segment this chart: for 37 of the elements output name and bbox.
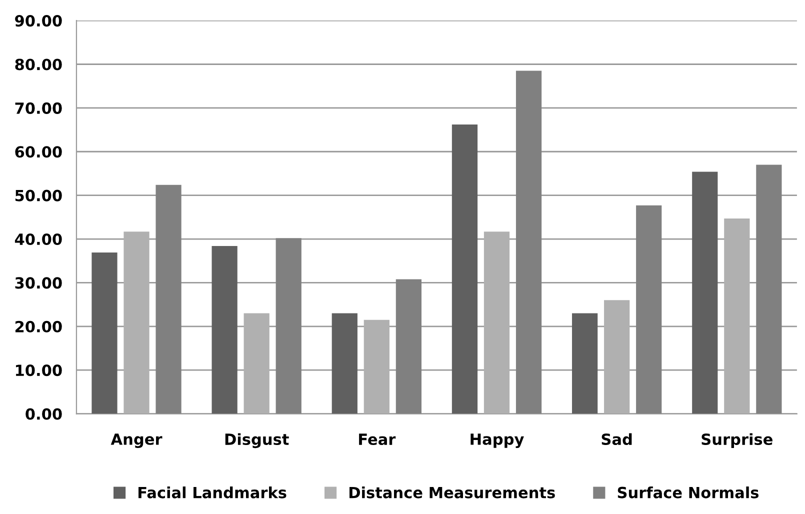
legend-label: Facial Landmarks bbox=[138, 486, 286, 498]
y-tick-label: 80.00 bbox=[15, 58, 62, 70]
y-tick-label: 90.00 bbox=[15, 15, 62, 27]
bar bbox=[212, 246, 238, 414]
bar bbox=[452, 124, 478, 414]
bar bbox=[724, 218, 750, 414]
bar bbox=[692, 172, 718, 414]
legend-label: Distance Measurements bbox=[350, 486, 555, 498]
y-tick-label: 0.00 bbox=[26, 408, 62, 420]
y-tick-label: 30.00 bbox=[15, 277, 62, 289]
bar bbox=[276, 238, 302, 414]
x-tick-label: Sad bbox=[602, 433, 632, 446]
bar bbox=[244, 313, 270, 414]
bar bbox=[484, 232, 510, 414]
x-tick-label: Surprise bbox=[702, 433, 772, 448]
y-tick-label: 50.00 bbox=[15, 190, 62, 202]
x-tick-label: Disgust bbox=[225, 433, 289, 448]
bar bbox=[636, 205, 662, 414]
bar bbox=[92, 252, 118, 414]
x-tick-label: Fear bbox=[359, 434, 396, 446]
bar bbox=[516, 70, 542, 414]
legend-label: Surface Normals bbox=[618, 486, 759, 498]
bar bbox=[396, 279, 422, 414]
y-tick-label: 70.00 bbox=[15, 102, 62, 114]
bar bbox=[124, 232, 150, 414]
y-tick-label: 10.00 bbox=[16, 364, 62, 376]
bar bbox=[156, 184, 182, 414]
bar bbox=[604, 300, 630, 414]
bar bbox=[756, 164, 782, 414]
bar bbox=[364, 320, 390, 414]
x-tick-label: Anger bbox=[110, 434, 162, 448]
y-tick-label: 60.00 bbox=[15, 146, 62, 158]
bar bbox=[332, 313, 358, 414]
y-tick-label: 40.00 bbox=[14, 233, 62, 246]
y-tick-label: 20.00 bbox=[15, 320, 62, 332]
x-tick-label: Happy bbox=[470, 434, 524, 448]
bar bbox=[572, 313, 598, 414]
